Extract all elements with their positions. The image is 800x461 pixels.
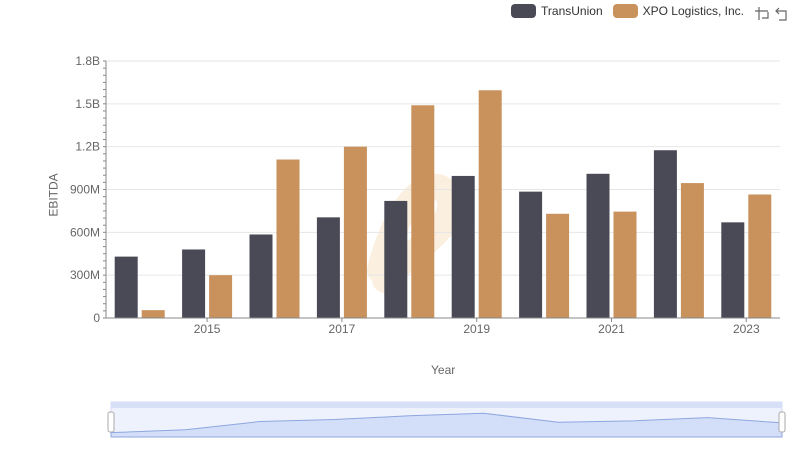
bar-xpo-2018[interactable] xyxy=(411,105,435,318)
y-tick-label: 600M xyxy=(70,225,100,239)
bar-xpo-2016[interactable] xyxy=(276,159,300,318)
bar-xpo-2020[interactable] xyxy=(546,213,570,318)
legend-item-transunion[interactable]: TransUnion xyxy=(511,4,603,18)
y-tick-label: 1.2B xyxy=(75,140,100,154)
bar-xpo-2022[interactable] xyxy=(680,183,704,318)
y-tick-label: 900M xyxy=(70,183,100,197)
y-axis-title: EBITDA xyxy=(46,173,61,217)
bar-transunion-2018[interactable] xyxy=(384,200,408,318)
legend-item-xpo[interactable]: XPO Logistics, Inc. xyxy=(612,4,744,18)
zoom-icon[interactable] xyxy=(754,6,769,21)
legend-label-xpo: XPO Logistics, Inc. xyxy=(642,4,744,18)
zoom-reset-icon[interactable] xyxy=(775,6,790,21)
x-axis-title: Year xyxy=(431,363,456,377)
x-tick-label: 2019 xyxy=(463,322,490,336)
legend: TransUnion XPO Logistics, Inc. xyxy=(511,4,744,18)
y-tick-label: 1.8B xyxy=(75,54,100,68)
zoom-handle-right[interactable] xyxy=(778,411,786,433)
bar-transunion-2019[interactable] xyxy=(451,175,475,318)
bar-transunion-2021[interactable] xyxy=(586,173,610,318)
grid xyxy=(106,60,780,319)
bars xyxy=(114,90,772,319)
y-axis: 0 300M 600M 900M 1.2B 1.5B 1.8B xyxy=(70,54,107,325)
y-tick-label: 300M xyxy=(70,268,100,282)
zoom-top-bar[interactable] xyxy=(111,402,782,408)
bar-xpo-2015[interactable] xyxy=(209,275,233,318)
bar-xpo-2021[interactable] xyxy=(613,211,637,318)
data-zoom-slider[interactable] xyxy=(107,401,786,438)
y-tick-label: 1.5B xyxy=(75,97,100,111)
legend-swatch-xpo xyxy=(612,4,638,18)
x-tick-label: 2023 xyxy=(733,322,760,336)
toolbox xyxy=(754,6,790,21)
zoom-handle-left[interactable] xyxy=(107,411,115,433)
x-axis: 2015 2017 2019 2021 2023 xyxy=(106,317,780,336)
bar-xpo-2014[interactable] xyxy=(141,310,165,318)
x-tick-label: 2015 xyxy=(194,322,221,336)
bar-transunion-2014[interactable] xyxy=(114,256,138,318)
bar-xpo-2017[interactable] xyxy=(343,146,367,318)
bar-transunion-2023[interactable] xyxy=(721,222,745,318)
legend-swatch-transunion xyxy=(511,4,537,18)
bar-xpo-2023[interactable] xyxy=(748,194,772,318)
bar-xpo-2019[interactable] xyxy=(478,90,502,319)
y-tick-label: 0 xyxy=(93,311,100,325)
legend-label-transunion: TransUnion xyxy=(541,4,603,18)
x-tick-label: 2021 xyxy=(598,322,625,336)
bar-transunion-2016[interactable] xyxy=(249,234,273,318)
x-tick-label: 2017 xyxy=(329,322,356,336)
bar-transunion-2020[interactable] xyxy=(519,191,543,318)
bar-transunion-2022[interactable] xyxy=(653,150,677,318)
bar-transunion-2015[interactable] xyxy=(182,249,206,318)
bar-transunion-2017[interactable] xyxy=(316,217,340,318)
